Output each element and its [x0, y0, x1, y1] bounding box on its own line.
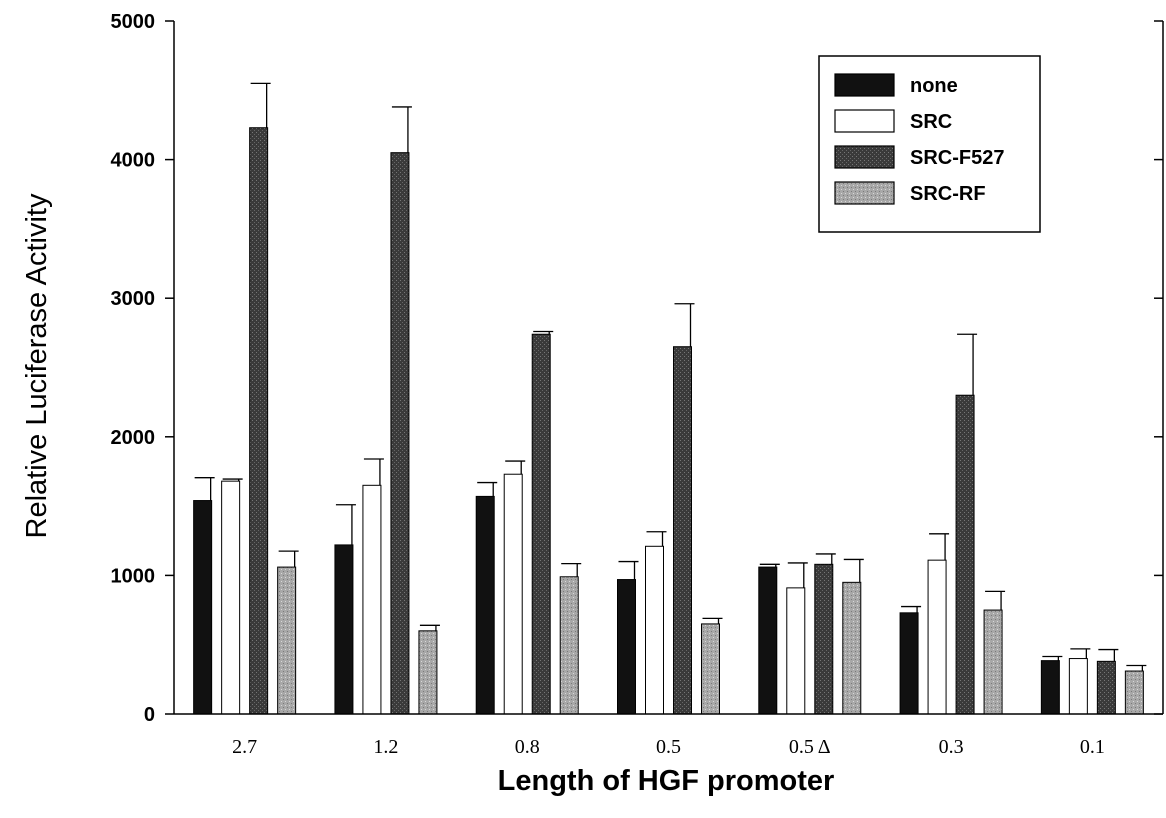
bar [475, 495, 495, 715]
bar [814, 563, 834, 715]
bars-group [193, 127, 1144, 715]
x-tick-label: 0.3 [939, 736, 964, 758]
legend: none SRC SRC-F527 SRC-RF [818, 55, 1041, 233]
bar [1068, 658, 1088, 715]
y-tick-label: 5000 [111, 11, 156, 33]
axes-group [165, 20, 1164, 715]
bar [673, 346, 692, 715]
x-tick-labels: 2.7 1.2 0.8 0.5 0.5 Δ 0.3 0.1 [232, 736, 1105, 758]
bar [193, 500, 213, 715]
bar [842, 581, 862, 715]
bar [1040, 660, 1060, 715]
legend-label: SRC [910, 111, 952, 133]
x-tick-label: 0.8 [515, 736, 540, 758]
y-tick-label: 1000 [111, 565, 156, 587]
y-tick-label: 4000 [111, 150, 156, 172]
bar [617, 579, 636, 715]
bar [1096, 660, 1116, 715]
bar [955, 394, 975, 715]
x-tick-label: 1.2 [373, 736, 398, 758]
bar [1124, 670, 1144, 715]
y-axis-title: Relative Luciferase Activity [21, 193, 53, 538]
y-tick-label: 0 [144, 704, 155, 726]
bar [221, 480, 241, 715]
y-tick-labels: 0 1000 2000 3000 4000 5000 [111, 11, 156, 726]
legend-label: none [910, 75, 958, 97]
bar [277, 566, 297, 715]
bar [559, 576, 579, 715]
legend-swatch [834, 145, 895, 169]
bar [758, 566, 778, 715]
bar [701, 623, 720, 715]
bar [983, 609, 1003, 715]
y-tick-label: 3000 [111, 288, 156, 310]
bar [899, 612, 919, 715]
bar [531, 333, 551, 715]
bar [390, 152, 410, 715]
bar [249, 127, 269, 715]
y-tick-label: 2000 [111, 427, 156, 449]
x-axis-title: Length of HGF promoter [498, 765, 835, 797]
error-bars-group [194, 82, 1147, 672]
bar [503, 473, 523, 715]
legend-swatch [834, 73, 895, 97]
x-tick-label: 0.1 [1080, 736, 1105, 758]
x-tick-label: 2.7 [232, 736, 257, 758]
legend-swatch [834, 109, 895, 133]
legend-label: SRC-RF [910, 183, 986, 205]
x-tick-label: 0.5 Δ [789, 736, 831, 758]
bar [418, 630, 438, 715]
bar [786, 587, 806, 715]
bar [362, 484, 382, 715]
bar [334, 544, 354, 715]
legend-swatch [834, 181, 895, 205]
x-tick-label: 0.5 [656, 736, 681, 758]
legend-label: SRC-F527 [910, 147, 1004, 169]
bar [927, 559, 947, 715]
bar [645, 545, 664, 715]
